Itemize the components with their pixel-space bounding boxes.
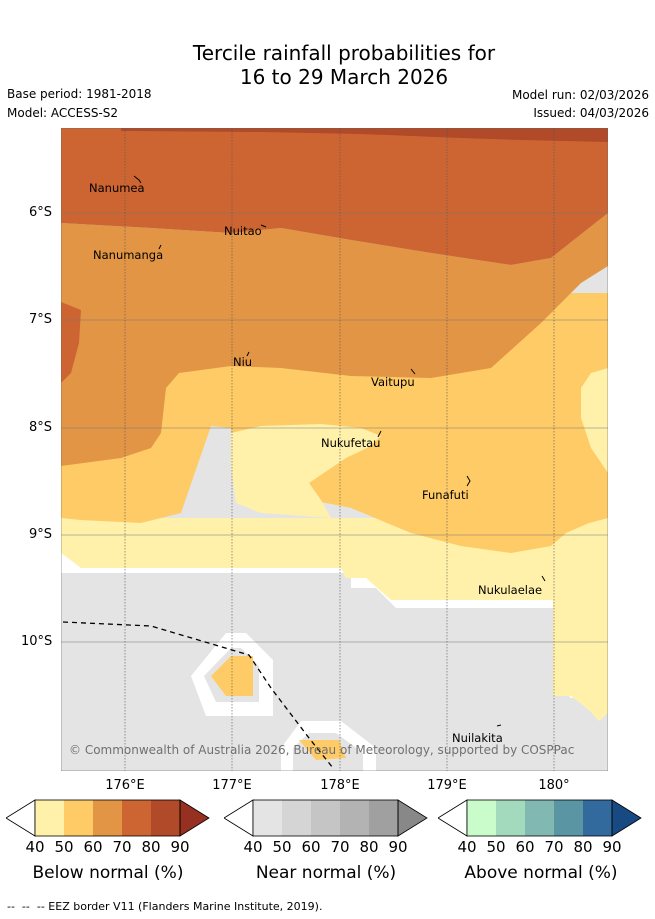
below-40-central (231, 424, 381, 518)
below-40-island-2 (299, 740, 346, 760)
above-tick-90: 90 (602, 838, 622, 856)
gridlines (61, 128, 608, 771)
near-tick-70: 70 (330, 838, 350, 856)
colorbar-near-title: Near normal (%) (255, 863, 397, 883)
colorbar-below (6, 799, 210, 837)
lat-label-8s: 8°S (29, 420, 53, 435)
above-tick-40: 40 (457, 838, 477, 856)
place-nukulaelae: Nukulaelae (478, 583, 543, 597)
lon-label-180: 180° (538, 778, 570, 793)
lat-label-10s: 10°S (21, 634, 53, 649)
near-swatch-40 (253, 800, 282, 836)
below-tick-70: 70 (112, 838, 132, 856)
copyright-notice: © Commonwealth of Australia 2026, Bureau… (69, 743, 575, 757)
below-tick-90: 90 (170, 838, 190, 856)
near-tick-80: 80 (359, 838, 379, 856)
above-tick-70: 70 (544, 838, 564, 856)
lon-label-179e: 179°E (427, 778, 467, 793)
colorbar-above (438, 799, 642, 837)
below-40-east (581, 368, 608, 473)
lon-label-178e: 178°E (320, 778, 360, 793)
above-swatch-70 (554, 800, 583, 836)
below-70-area (61, 128, 608, 265)
above-tick-50: 50 (486, 838, 506, 856)
place-nuilakita: Nuilakita (452, 731, 503, 745)
title-line-1: Tercile rainfall probabilities for (192, 41, 496, 65)
below-tick-80: 80 (141, 838, 161, 856)
lon-label-176e: 176°E (105, 778, 145, 793)
near-tick-60: 60 (301, 838, 321, 856)
model-run: Model run: 02/03/2026 (511, 88, 649, 102)
lat-label-6s: 6°S (29, 205, 53, 220)
lon-label-177e: 177°E (212, 778, 252, 793)
above-swatch-50 (496, 800, 525, 836)
above-swatch-90 (611, 799, 642, 837)
above-swatch-80 (583, 800, 612, 836)
below-tick-50: 50 (54, 838, 74, 856)
below-swatch-70 (122, 800, 151, 836)
below-swatch-90 (179, 799, 210, 837)
below-tick-60: 60 (83, 838, 103, 856)
above-tick-60: 60 (515, 838, 535, 856)
lat-label-9s: 9°S (29, 527, 53, 542)
below-swatch-50 (64, 800, 93, 836)
colorbar-below-title: Below normal (%) (32, 863, 184, 883)
near-tick-50: 50 (272, 838, 292, 856)
colorbar-above-title: Above normal (%) (464, 863, 618, 883)
place-nanumanga: Nanumanga (93, 248, 164, 262)
above-swatch-60 (525, 800, 554, 836)
below-80-strip (121, 128, 608, 142)
below-tick-40: 40 (25, 838, 45, 856)
title-line-2: 16 to 29 March 2026 (239, 65, 449, 89)
place-vaitupu: Vaitupu (371, 375, 415, 389)
near-swatch-90 (397, 799, 428, 837)
place-nanumea: Nanumea (89, 181, 145, 195)
below-swatch-80 (151, 800, 180, 836)
place-niu: Niu (233, 355, 253, 369)
near-swatch-80 (369, 800, 398, 836)
near-swatch-60 (311, 800, 340, 836)
island-marks (133, 175, 546, 727)
place-funafuti: Funafuti (422, 488, 469, 502)
place-nuitao: Nuitao (224, 224, 262, 238)
below-60-area (61, 213, 608, 466)
tercile-map (61, 128, 608, 771)
below-40-area (61, 518, 608, 721)
base-period: Base period: 1981-2018 (7, 87, 152, 101)
near-tick-40: 40 (243, 838, 263, 856)
below-swatch-40 (35, 800, 64, 836)
eez-legend-note: -- -- -- EEZ border V11 (Flanders Marine… (7, 900, 323, 913)
model-name: Model: ACCESS-S2 (7, 106, 119, 120)
place-nukufetau: Nukufetau (321, 436, 381, 450)
eez-border (62, 621, 334, 769)
near-tick-90: 90 (388, 838, 408, 856)
below-swatch-60 (93, 800, 122, 836)
below-40-island-1 (211, 656, 253, 696)
near-swatch-70 (340, 800, 369, 836)
colorbar-near (224, 799, 428, 837)
issued-date: Issued: 04/03/2026 (533, 106, 649, 120)
lat-label-7s: 7°S (29, 312, 53, 327)
above-swatch-40 (467, 800, 496, 836)
near-swatch-50 (282, 800, 311, 836)
above-tick-80: 80 (573, 838, 593, 856)
below-70-west (61, 302, 81, 383)
